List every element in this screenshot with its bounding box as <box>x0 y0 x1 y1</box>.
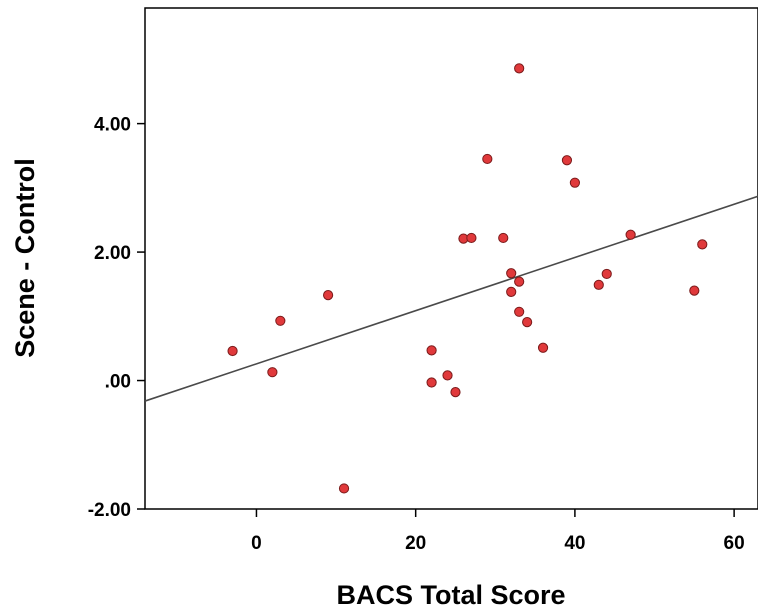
data-point <box>267 367 278 378</box>
data-point <box>697 239 708 250</box>
data-point <box>514 63 525 74</box>
data-point <box>601 268 612 280</box>
data-point <box>506 268 517 279</box>
y-tick-label: -2.00 <box>88 500 131 521</box>
data-point <box>689 285 700 296</box>
data-point <box>537 342 549 353</box>
x-tick-label: 20 <box>405 533 426 554</box>
x-tick-label: 60 <box>724 533 745 554</box>
data-point <box>514 276 525 287</box>
data-point <box>338 483 350 494</box>
data-point <box>426 377 437 388</box>
data-point <box>593 279 604 290</box>
data-point <box>569 177 580 188</box>
data-point <box>506 286 517 297</box>
data-point <box>442 370 453 381</box>
data-point <box>275 315 286 326</box>
data-point <box>323 290 334 301</box>
x-axis-title: BACS Total Score <box>336 580 565 610</box>
data-point <box>522 316 533 328</box>
data-point <box>426 345 437 356</box>
data-point <box>227 345 238 357</box>
data-point <box>482 153 493 165</box>
regression-line-layer <box>144 195 758 402</box>
y-axis-ticks: -2.00 .00 2.00 4.00 <box>88 115 145 521</box>
x-tick-label: 40 <box>564 533 585 554</box>
plot-area <box>144 7 758 510</box>
data-point <box>466 232 477 244</box>
x-axis-ticks: 0 20 40 60 <box>251 509 745 554</box>
y-tick-label: 2.00 <box>94 243 131 264</box>
data-point <box>450 387 461 398</box>
y-tick-label: 4.00 <box>94 115 131 136</box>
regression-line <box>144 195 758 402</box>
x-tick-label: 0 <box>251 533 262 554</box>
data-point <box>625 229 636 240</box>
data-point <box>561 155 573 166</box>
y-tick-label: .00 <box>105 372 131 393</box>
y-axis-title: Scene - Control <box>10 158 40 358</box>
data-points <box>227 63 708 494</box>
data-point <box>514 306 525 317</box>
data-point <box>498 232 509 244</box>
